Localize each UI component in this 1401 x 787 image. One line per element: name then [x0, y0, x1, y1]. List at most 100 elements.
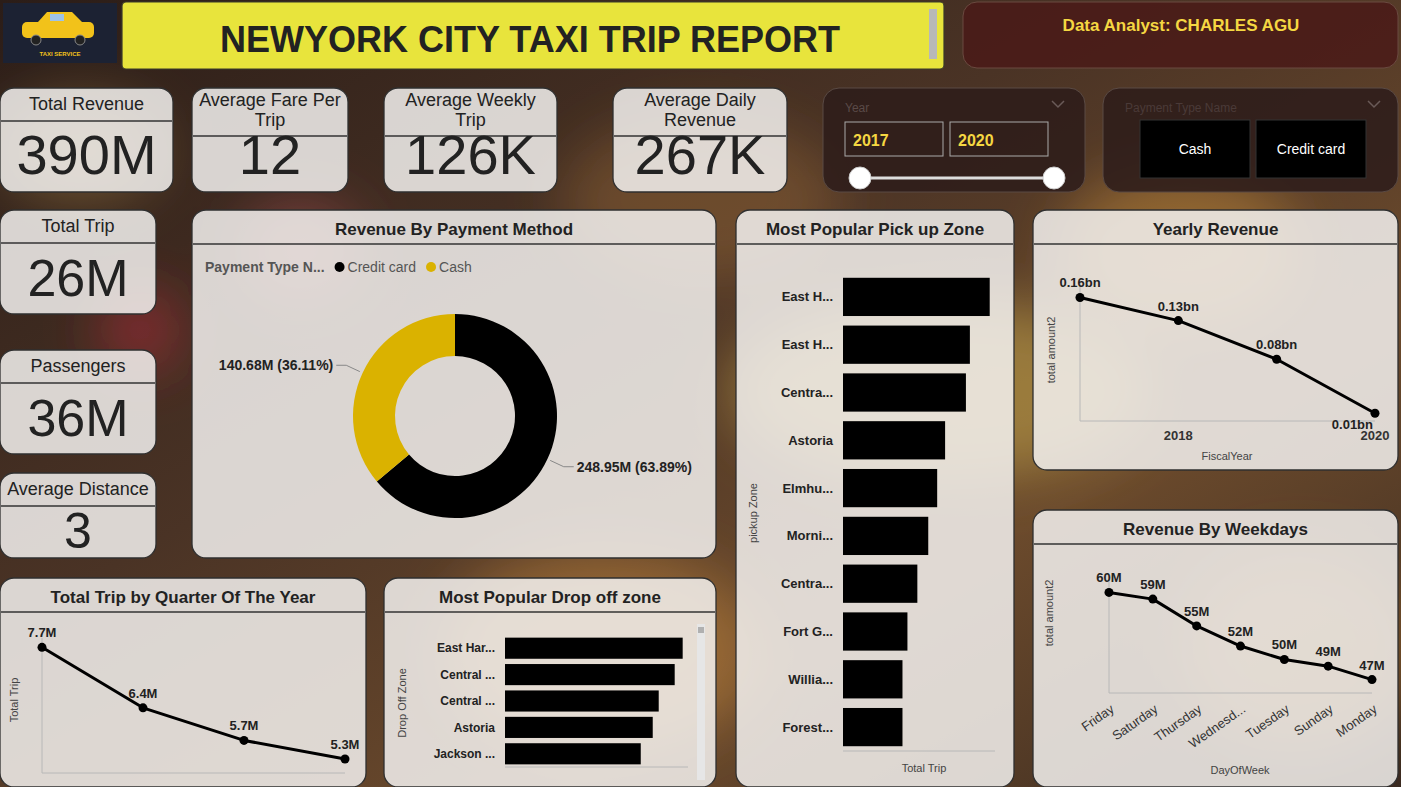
line	[1109, 592, 1372, 679]
title-box	[122, 2, 944, 69]
marker	[1324, 662, 1333, 671]
x-axis-line	[1109, 693, 1372, 694]
card	[0, 210, 156, 314]
year-from-box[interactable]	[845, 122, 943, 156]
chart-title: Most Popular Pick up Zone	[766, 220, 984, 239]
slicer-option: Cash	[1179, 141, 1212, 157]
kpi-label-line: Total Revenue	[29, 94, 144, 114]
kpi-value: 3	[64, 503, 92, 559]
category-label: East H...	[782, 289, 833, 304]
x-axis-title: DayOfWeek	[1210, 764, 1270, 776]
marker	[1192, 621, 1201, 630]
x-axis-title: FiscalYear	[1202, 450, 1253, 462]
slicer-button[interactable]	[1140, 120, 1250, 178]
data-label: 0.08bn	[1256, 337, 1297, 352]
data-label: 47M	[1359, 658, 1384, 673]
category-label: East H...	[782, 337, 833, 352]
bar	[843, 373, 966, 411]
card	[0, 578, 366, 787]
kpi-label-line: Average Distance	[7, 479, 149, 499]
slider-track	[860, 177, 1054, 180]
category-label: Central ...	[440, 694, 495, 708]
x-tick-label: 2020	[1361, 428, 1390, 443]
chevron	[1052, 101, 1064, 107]
x-axis-title: Total Trip	[902, 762, 947, 774]
x-axis-line	[42, 773, 345, 774]
report-title: NEWYORK CITY TAXI TRIP REPORT	[220, 19, 840, 60]
x-axis-line	[843, 751, 995, 752]
bar	[505, 743, 641, 764]
x-tick-label: Monday	[1333, 701, 1380, 740]
kpi-label-line: Average Daily	[644, 90, 756, 110]
card	[1033, 510, 1398, 787]
x-tick-label: Tuesday	[1243, 701, 1292, 742]
plot-area	[1076, 293, 1380, 418]
y-axis-title: pickup Zone	[747, 483, 759, 543]
marker	[1174, 316, 1183, 325]
plot-area	[1105, 588, 1377, 684]
kpi-value: 12	[239, 123, 301, 186]
card	[1033, 210, 1398, 470]
slicer-label: Year	[845, 101, 869, 115]
bar	[843, 517, 928, 555]
marker	[1280, 655, 1289, 664]
bar	[843, 421, 945, 459]
y-axis-title: Drop Off Zone	[396, 668, 408, 738]
marker	[240, 736, 249, 745]
y-axis-title: Total Trip	[8, 678, 20, 723]
x-axis-line	[505, 767, 688, 768]
logo-car-window	[50, 14, 64, 21]
kpi-value: 267K	[635, 123, 766, 186]
y-axis-title: total amount2	[1045, 317, 1057, 384]
kpi-label: Average Distance	[7, 479, 149, 499]
category-label: Elmhu...	[782, 481, 833, 496]
slicer-button[interactable]	[1256, 120, 1366, 178]
chart-title: Yearly Revenue	[1153, 220, 1279, 239]
title-divider	[385, 611, 715, 613]
chevron	[1368, 101, 1380, 107]
y-axis-line	[1080, 282, 1081, 421]
marker	[1368, 675, 1377, 684]
bar	[843, 612, 907, 650]
chart-title: Total Trip by Quarter Of The Year	[51, 588, 316, 607]
title-divider	[1, 382, 155, 384]
data-label: 5.7M	[230, 718, 259, 733]
slider-handle[interactable]	[849, 167, 871, 189]
year-from: 2017	[853, 132, 889, 149]
category-label: Centra...	[781, 385, 833, 400]
card	[0, 350, 156, 454]
x-tick-label: Sunday	[1291, 701, 1336, 739]
card	[384, 578, 716, 787]
legend-swatch	[426, 262, 436, 272]
kpi-label: Passengers	[30, 356, 125, 376]
data-label: 7.7M	[28, 625, 57, 640]
card	[0, 88, 173, 192]
logo-text: TAXI SERVICE	[39, 51, 80, 57]
chart-title: Most Popular Drop off zone	[439, 588, 661, 607]
marker	[1076, 293, 1085, 302]
scrollbar-thumb[interactable]	[698, 627, 704, 633]
title-divider	[1034, 543, 1397, 545]
donut-slice	[353, 314, 455, 482]
title-divider	[193, 243, 715, 245]
data-label: 49M	[1316, 644, 1341, 659]
title-divider	[1, 611, 365, 613]
slider-handle[interactable]	[1043, 167, 1065, 189]
y-axis-line	[42, 638, 43, 773]
year-slicer	[823, 88, 1085, 192]
legend-title: Payment Type N...	[205, 259, 325, 275]
category-label: East Har...	[437, 641, 495, 655]
logo-car-roof	[38, 12, 82, 22]
scrollbar-track[interactable]	[697, 624, 705, 780]
kpi-label: Total Revenue	[29, 94, 144, 114]
card	[613, 88, 787, 192]
chart-title: Revenue By Weekdays	[1123, 520, 1308, 539]
year-to-box[interactable]	[950, 122, 1048, 156]
data-label: 6.4M	[129, 686, 158, 701]
chart-title: Revenue By Payment Method	[335, 220, 573, 239]
title-divider	[1, 120, 172, 122]
data-label: 60M	[1096, 570, 1121, 585]
marker	[38, 643, 47, 652]
data-label: 55M	[1184, 604, 1209, 619]
marker	[139, 703, 148, 712]
